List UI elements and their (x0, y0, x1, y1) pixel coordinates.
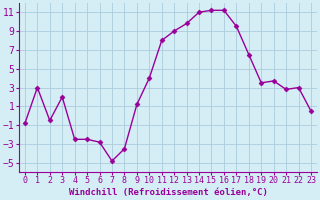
X-axis label: Windchill (Refroidissement éolien,°C): Windchill (Refroidissement éolien,°C) (68, 188, 268, 197)
